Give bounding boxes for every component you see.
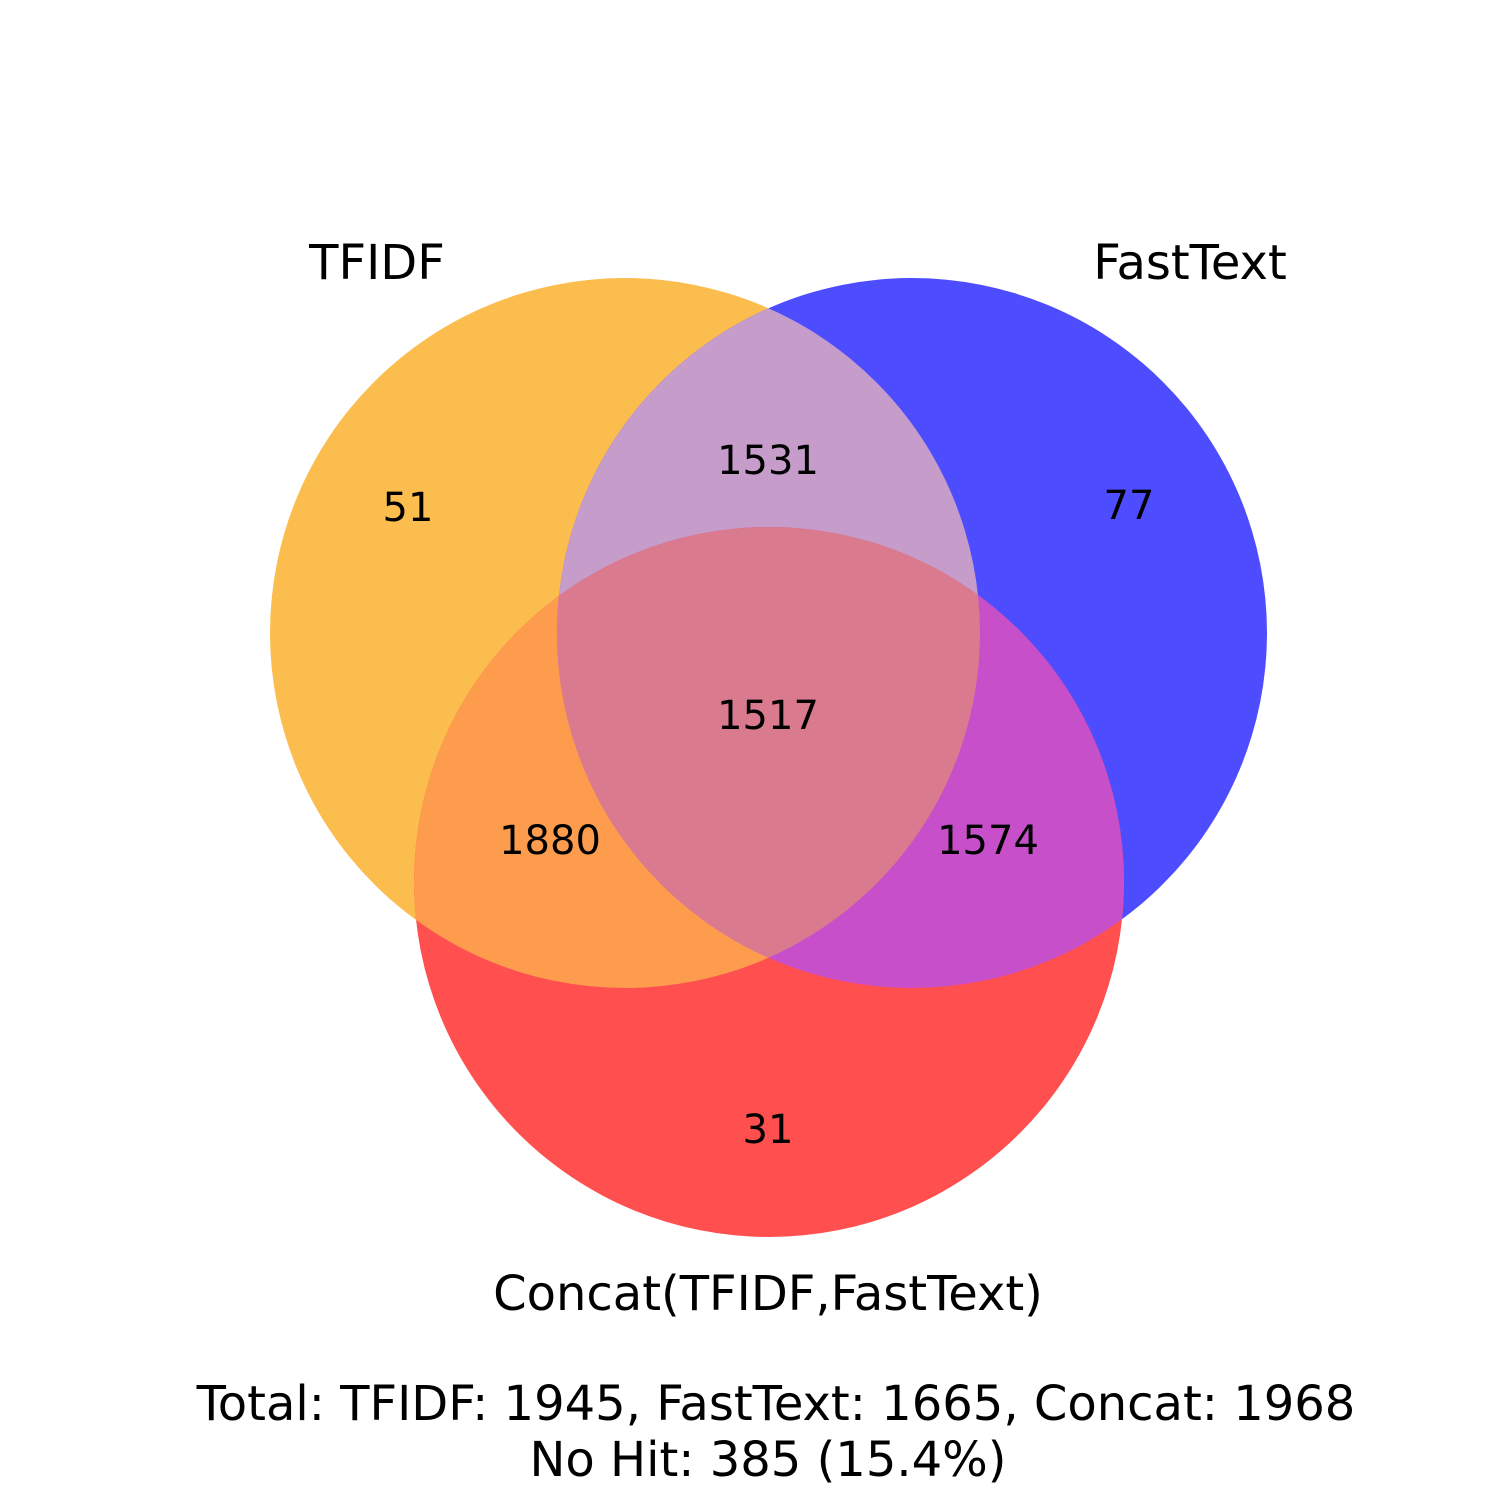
set-label-fasttext: FastText bbox=[1093, 235, 1287, 291]
region-count-tfidf-fasttext: 1531 bbox=[717, 438, 819, 484]
region-count-all-three: 1517 bbox=[717, 693, 819, 739]
set-label-concat: Concat(TFIDF,FastText) bbox=[493, 1266, 1043, 1322]
region-count-concat-only: 31 bbox=[743, 1107, 794, 1153]
set-label-tfidf: TFIDF bbox=[308, 235, 445, 291]
region-count-fasttext-concat: 1574 bbox=[937, 818, 1039, 864]
region-count-tfidf-concat: 1880 bbox=[499, 818, 601, 864]
region-count-fasttext-only: 77 bbox=[1104, 483, 1155, 529]
summary-totals: Total: TFIDF: 1945, FastText: 1665, Conc… bbox=[196, 1376, 1356, 1432]
all-three-overlap bbox=[557, 527, 980, 988]
summary-no-hit: No Hit: 385 (15.4%) bbox=[529, 1432, 1006, 1488]
region-count-tfidf-only: 51 bbox=[383, 485, 434, 531]
